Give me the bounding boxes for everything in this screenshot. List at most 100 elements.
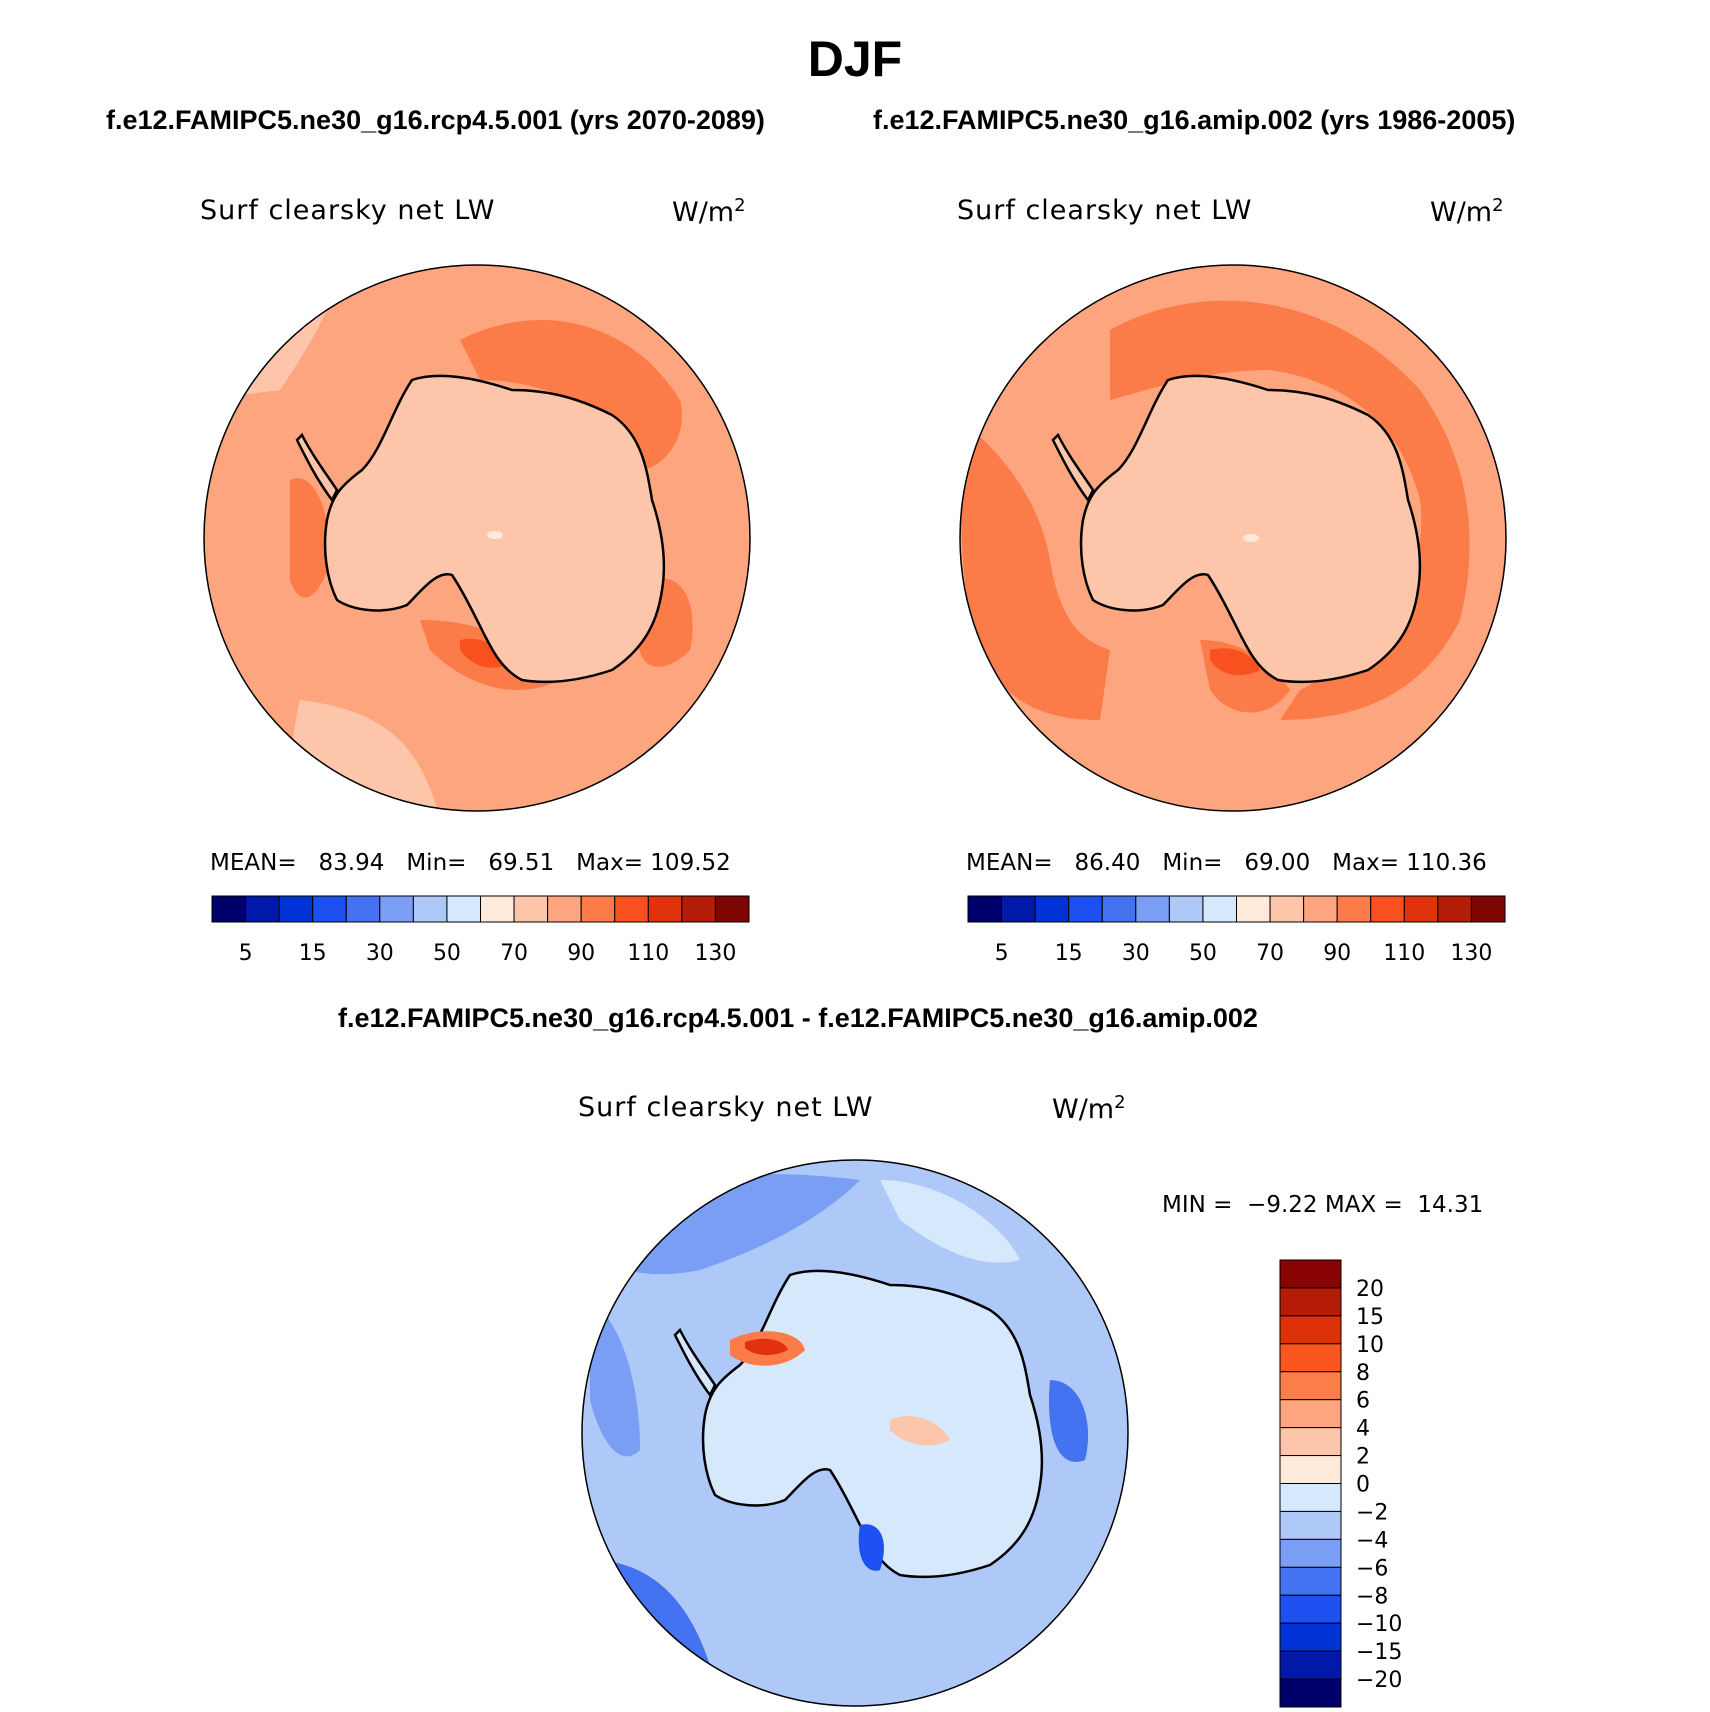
- colorbar-swatch: [1279, 1399, 1342, 1429]
- panel-1-variable: Surf clearsky net LW: [200, 195, 496, 226]
- panel-2-variable: Surf clearsky net LW: [957, 195, 1253, 226]
- colorbar-swatch: [1236, 895, 1271, 923]
- colorbar-tick-label: 8: [1356, 1361, 1370, 1386]
- colorbar-swatch: [1370, 895, 1405, 923]
- panel-1-stats: MEAN= 83.94 Min= 69.51 Max= 109.52: [210, 850, 731, 876]
- colorbar-tick-label: 20: [1356, 1277, 1384, 1302]
- colorbar-swatch: [446, 895, 481, 923]
- colorbar-swatch: [1168, 895, 1204, 923]
- colorbar-tick-label: 6: [1356, 1389, 1370, 1414]
- colorbar-swatch: [1279, 1650, 1342, 1680]
- colorbar-tick-label: 110: [627, 941, 669, 966]
- colorbar-swatch: [1202, 895, 1237, 923]
- colorbar-swatch: [379, 895, 414, 923]
- colorbar-tick-label: 4: [1356, 1417, 1370, 1442]
- colorbar-swatch: [480, 895, 515, 923]
- colorbar-swatch: [1279, 1510, 1342, 1540]
- colorbar-swatch: [1279, 1566, 1342, 1596]
- colorbar-tick-label: −2: [1356, 1500, 1388, 1525]
- diff-units: W/m2: [1052, 1092, 1126, 1125]
- colorbar-swatch: [312, 895, 347, 923]
- colorbar-swatch: [647, 895, 683, 923]
- colorbar-tick-label: 70: [500, 941, 528, 966]
- colorbar-swatch: [1279, 1538, 1342, 1568]
- colorbar-tick-label: 30: [1122, 941, 1150, 966]
- colorbar-tick-label: 0: [1356, 1473, 1370, 1498]
- panel-1-map: [203, 264, 751, 812]
- colorbar-swatch: [1279, 1483, 1342, 1512]
- panel-1-units: W/m2: [672, 195, 746, 228]
- colorbar-tick-label: 110: [1383, 941, 1425, 966]
- colorbar-swatch: [1303, 895, 1338, 923]
- colorbar-swatch: [580, 895, 616, 923]
- colorbar-tick-label: 130: [694, 941, 736, 966]
- colorbar-swatch: [1336, 895, 1372, 923]
- colorbar-tick-label: −20: [1356, 1668, 1402, 1693]
- colorbar-tick-label: 70: [1256, 941, 1284, 966]
- colorbar-swatch: [681, 895, 716, 923]
- colorbar-swatch: [1403, 895, 1439, 923]
- colorbar-swatch: [1437, 895, 1472, 923]
- colorbar-tick-label: −15: [1356, 1640, 1402, 1665]
- colorbar-swatch: [1279, 1678, 1342, 1708]
- diff-map: [581, 1159, 1129, 1707]
- colorbar-swatch: [1279, 1287, 1342, 1317]
- colorbar-tick-label: 10: [1356, 1333, 1384, 1358]
- colorbar-tick-label: 5: [995, 941, 1009, 966]
- colorbar-swatch: [1470, 895, 1506, 923]
- colorbar-swatch: [211, 895, 247, 923]
- diff-caption: f.e12.FAMIPC5.ne30_g16.rcp4.5.001 - f.e1…: [338, 1003, 1258, 1033]
- colorbar-swatch: [1279, 1371, 1342, 1401]
- colorbar-tick-label: 15: [299, 941, 327, 966]
- colorbar-swatch: [614, 895, 649, 923]
- panel-1-colorbar: [211, 895, 750, 923]
- colorbar-swatch: [1279, 1343, 1342, 1373]
- panel-1-caption: f.e12.FAMIPC5.ne30_g16.rcp4.5.001 (yrs 2…: [106, 105, 765, 135]
- panel-2-stats: MEAN= 86.40 Min= 69.00 Max= 110.36: [966, 850, 1487, 876]
- colorbar-tick-label: 15: [1055, 941, 1083, 966]
- colorbar-swatch: [1279, 1315, 1342, 1345]
- colorbar-swatch: [714, 895, 750, 923]
- colorbar-swatch: [245, 895, 280, 923]
- colorbar-tick-label: 50: [1189, 941, 1217, 966]
- colorbar-swatch: [1279, 1455, 1342, 1484]
- diff-minmax: MIN = −9.22 MAX = 14.31: [1162, 1192, 1484, 1218]
- colorbar-swatch: [1135, 895, 1170, 923]
- colorbar-swatch: [1034, 895, 1070, 923]
- colorbar-tick-label: −10: [1356, 1612, 1402, 1637]
- panel-1-colorbar-labels: 5 15 30 50 70 90 110 130: [239, 941, 737, 966]
- colorbar-tick-label: 130: [1450, 941, 1492, 966]
- panel-2-map: [959, 264, 1507, 812]
- colorbar-swatch: [1101, 895, 1137, 923]
- colorbar-tick-label: 5: [239, 941, 253, 966]
- colorbar-tick-label: 90: [1323, 941, 1351, 966]
- colorbar-swatch: [967, 895, 1003, 923]
- colorbar-swatch: [513, 895, 549, 923]
- colorbar-tick-label: 30: [366, 941, 394, 966]
- panel-2-colorbar-labels: 5 15 30 50 70 90 110 130: [995, 941, 1493, 966]
- panel-2-caption: f.e12.FAMIPC5.ne30_g16.amip.002 (yrs 198…: [873, 105, 1516, 135]
- colorbar-tick-label: 2: [1356, 1445, 1370, 1470]
- colorbar-swatch: [278, 895, 314, 923]
- colorbar-tick-label: −6: [1356, 1556, 1388, 1581]
- colorbar-swatch: [412, 895, 448, 923]
- colorbar-swatch: [1269, 895, 1305, 923]
- colorbar-swatch: [1279, 1259, 1342, 1289]
- colorbar-swatch: [547, 895, 582, 923]
- colorbar-swatch: [1068, 895, 1103, 923]
- colorbar-tick-label: 15: [1356, 1305, 1384, 1330]
- colorbar-swatch: [1279, 1622, 1342, 1652]
- diff-colorbar: [1279, 1259, 1342, 1708]
- colorbar-swatch: [1279, 1427, 1342, 1457]
- main-title: DJF: [807, 31, 903, 87]
- colorbar-tick-label: −8: [1356, 1584, 1388, 1609]
- colorbar-tick-label: −4: [1356, 1528, 1388, 1553]
- colorbar-tick-label: 50: [433, 941, 461, 966]
- colorbar-swatch: [345, 895, 381, 923]
- panel-2-units: W/m2: [1430, 195, 1504, 228]
- colorbar-swatch: [1001, 895, 1036, 923]
- colorbar-swatch: [1279, 1594, 1342, 1624]
- diff-variable: Surf clearsky net LW: [578, 1092, 874, 1123]
